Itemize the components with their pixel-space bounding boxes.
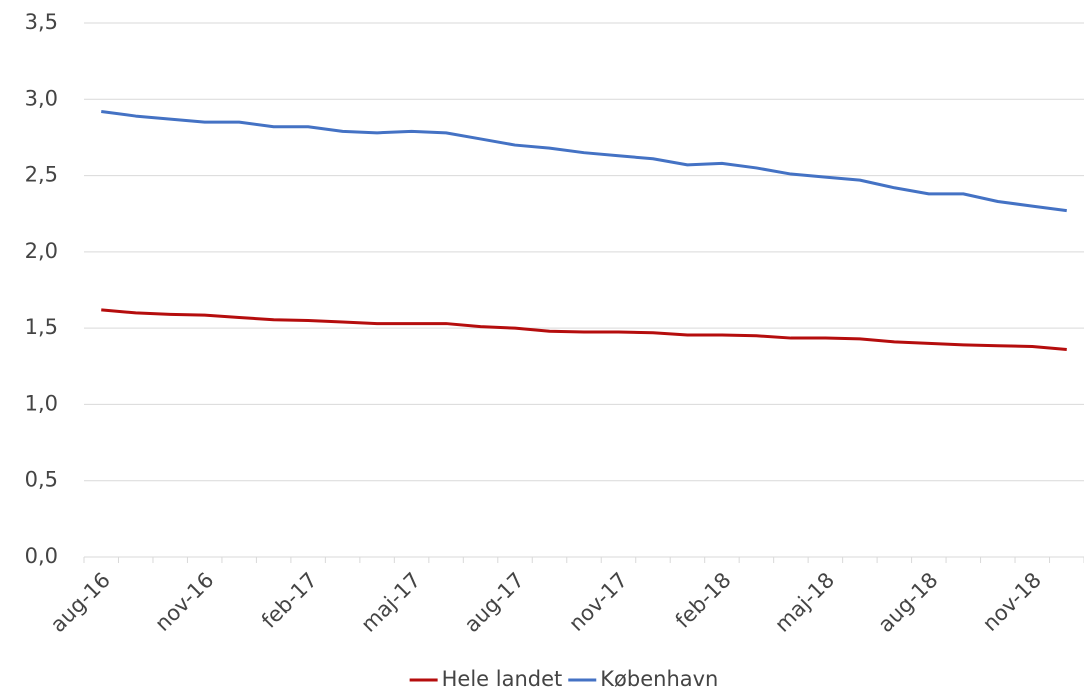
x-tick-label: nov-16: [150, 568, 218, 636]
x-tick-label: nov-18: [978, 568, 1046, 636]
x-tick-label: maj-17: [356, 568, 425, 637]
series-line: [101, 110, 1067, 213]
y-tick-label: 3,5: [25, 10, 58, 34]
series-line: [101, 308, 1067, 351]
y-tick-label: 0,0: [25, 544, 58, 568]
x-tick-label: maj-18: [770, 568, 839, 637]
y-tick-label: 3,0: [25, 86, 58, 110]
x-tick-label: feb-17: [257, 568, 322, 633]
x-tick-label: aug-18: [873, 568, 942, 637]
x-tick-label: nov-17: [564, 568, 632, 636]
y-tick-label: 2,0: [25, 239, 58, 263]
y-tick-label: 1,5: [25, 315, 58, 339]
y-tick-label: 0,5: [25, 468, 58, 492]
x-tick-label: feb-18: [671, 568, 736, 633]
y-tick-label: 1,0: [25, 391, 58, 415]
y-tick-label: 2,5: [25, 163, 58, 187]
x-tick-label: aug-16: [46, 568, 115, 637]
x-tick-label: aug-17: [460, 568, 529, 637]
legend-label: Hele landet: [442, 667, 563, 691]
legend-label: København: [600, 667, 718, 691]
